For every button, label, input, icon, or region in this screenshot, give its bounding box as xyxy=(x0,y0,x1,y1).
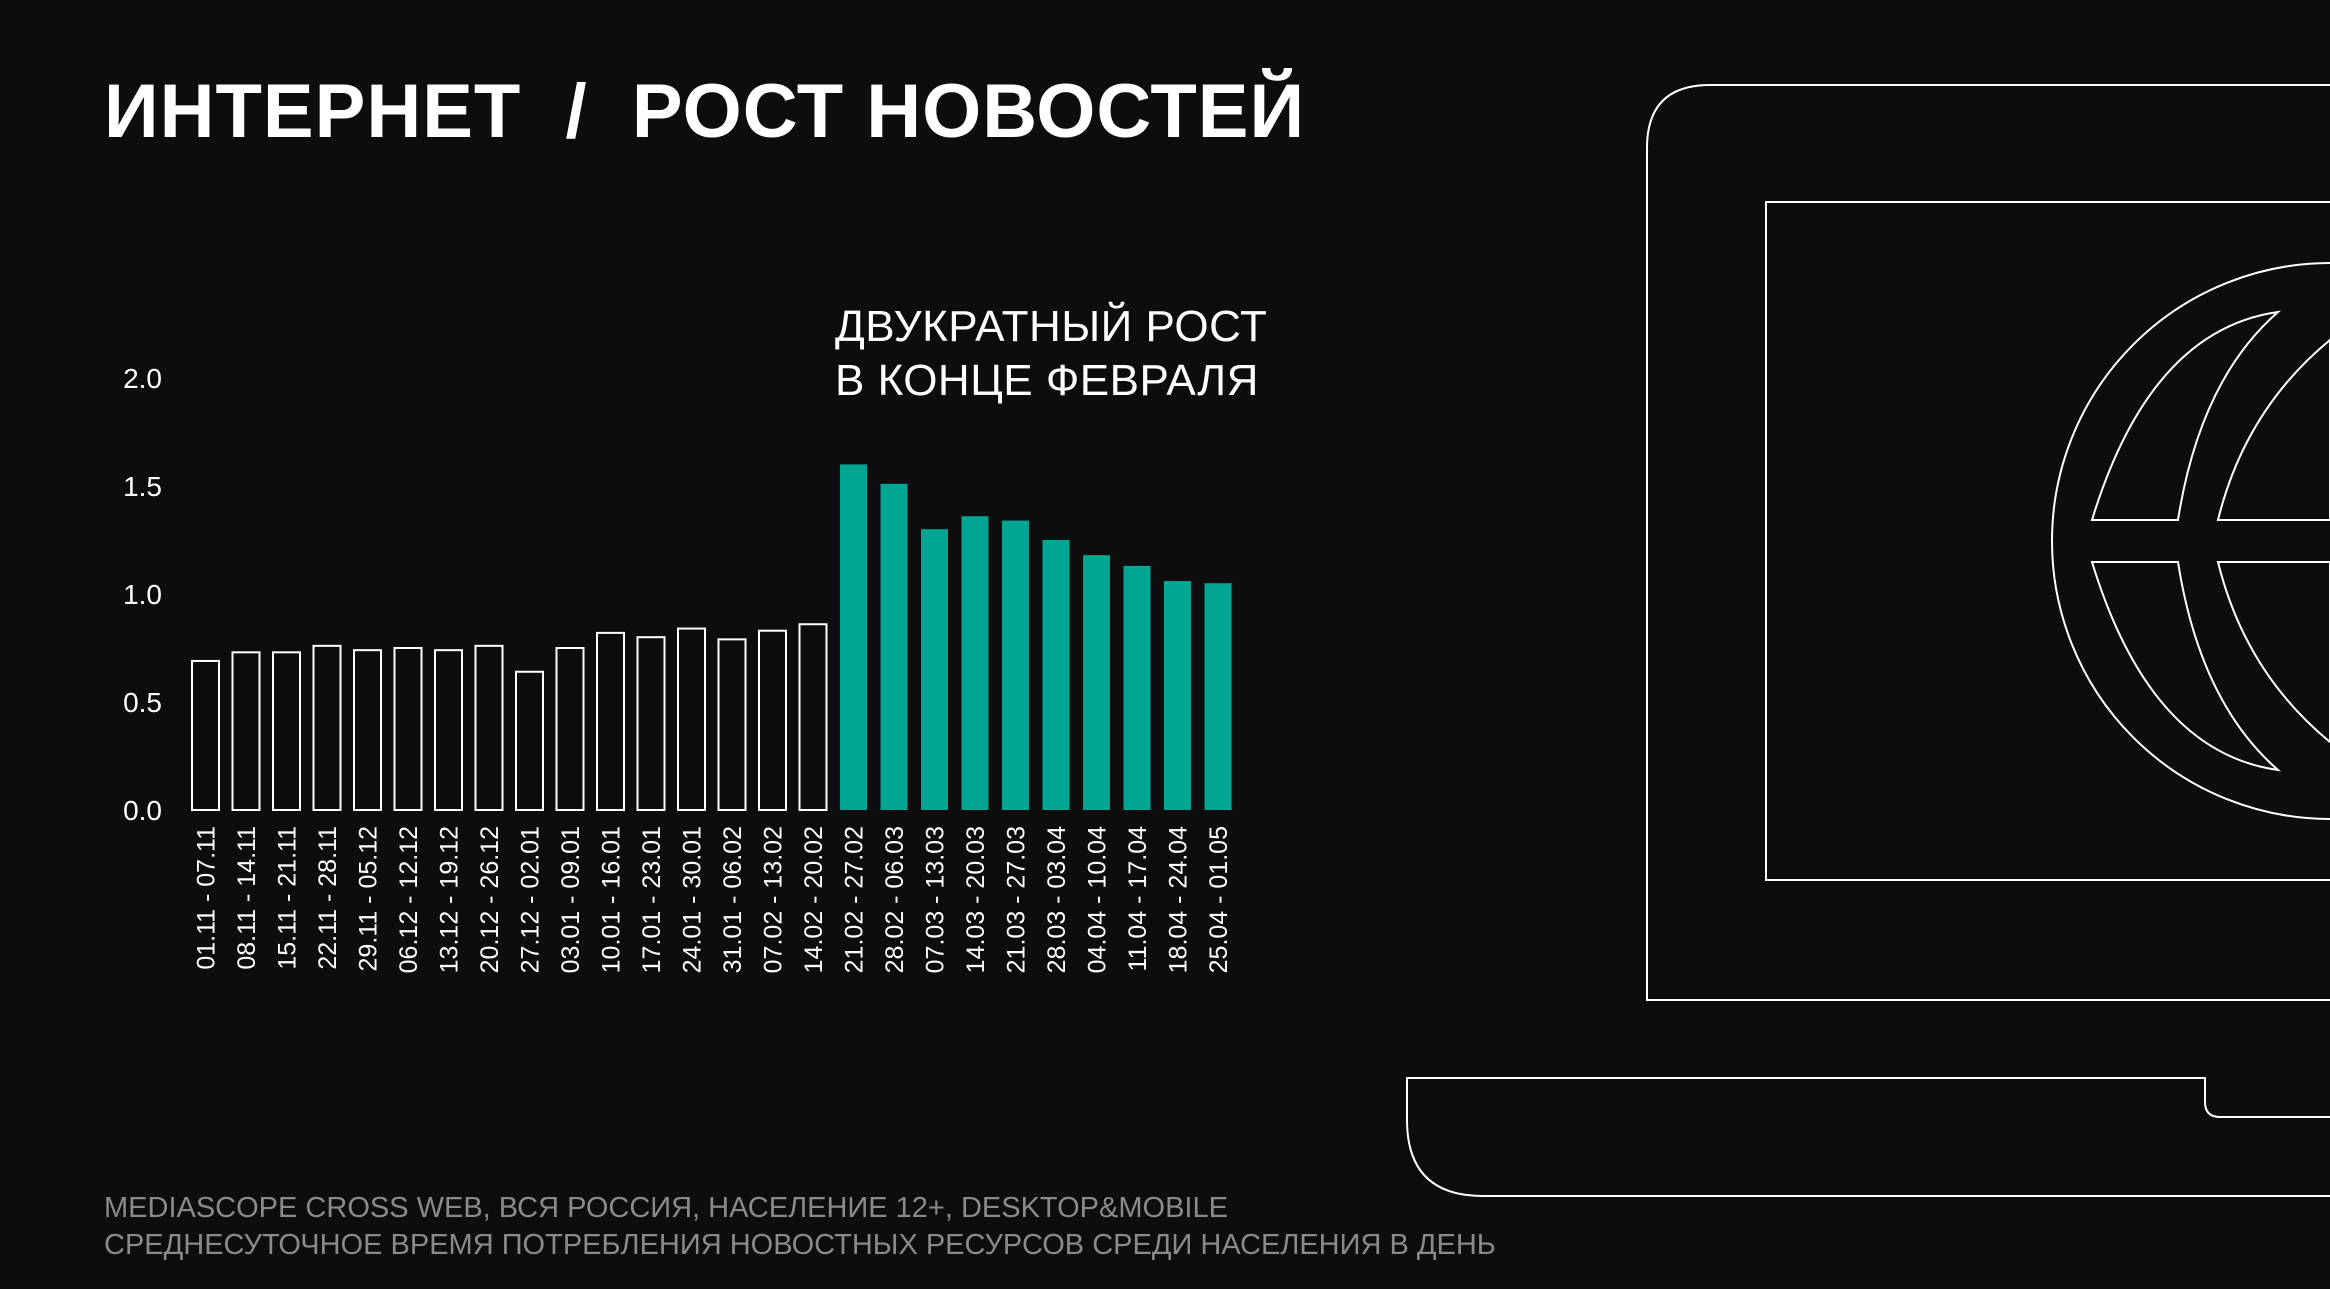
page-title: ИНТЕРНЕТ / РОСТ НОВОСТЕЙ xyxy=(104,69,1306,154)
y-tick-label: 1.0 xyxy=(123,579,162,610)
x-tick-label: 04.04 - 10.04 xyxy=(1084,826,1112,973)
bar xyxy=(434,649,463,811)
x-tick-label: 11.04 - 17.04 xyxy=(1124,826,1152,972)
x-tick-label: 21.02 - 27.02 xyxy=(841,826,869,973)
x-tick-label: 25.04 - 01.05 xyxy=(1205,826,1233,973)
source-line-2: СРЕДНЕСУТОЧНОЕ ВРЕМЯ ПОТРЕБЛЕНИЯ НОВОСТН… xyxy=(104,1229,1496,1261)
bar xyxy=(717,638,747,811)
y-tick-label: 2.0 xyxy=(123,363,162,394)
x-tick-label: 15.11 - 21.11 xyxy=(274,826,302,970)
x-tick-label: 21.03 - 27.03 xyxy=(1003,826,1031,973)
x-tick-label: 31.01 - 06.02 xyxy=(719,826,747,973)
bar xyxy=(272,651,301,811)
x-tick-label: 28.02 - 06.03 xyxy=(881,826,909,973)
bar xyxy=(840,464,867,810)
bar xyxy=(231,651,261,811)
bar xyxy=(758,629,787,811)
bar xyxy=(798,623,828,811)
x-tick-label: 17.01 - 23.01 xyxy=(638,826,666,973)
y-tick-label: 1.5 xyxy=(123,471,162,502)
bar xyxy=(474,644,504,812)
x-tick-label: 28.03 - 03.04 xyxy=(1043,826,1071,973)
bar xyxy=(677,627,706,811)
bar xyxy=(515,670,544,812)
bar xyxy=(636,636,666,812)
annotation-line-2: В КОНЦЕ ФЕВРАЛЯ xyxy=(835,356,1259,405)
bar xyxy=(596,631,625,811)
bar xyxy=(921,529,948,810)
bar xyxy=(1042,540,1070,810)
bar xyxy=(1123,565,1151,810)
y-tick-label: 0.5 xyxy=(123,687,162,718)
globe-icon xyxy=(2051,262,2330,820)
bar xyxy=(555,647,585,811)
x-tick-label: 14.02 - 20.02 xyxy=(800,826,828,973)
x-tick-label: 20.12 - 26.12 xyxy=(476,826,504,973)
bar xyxy=(1204,583,1232,810)
bar xyxy=(1083,555,1110,810)
bar xyxy=(961,516,989,810)
x-tick-label: 18.04 - 24.04 xyxy=(1165,826,1193,973)
chart-annotation: ДВУКРАТНЫЙ РОСТ В КОНЦЕ ФЕВРАЛЯ xyxy=(835,300,1267,408)
x-tick-label: 22.11 - 28.11 xyxy=(314,826,342,970)
bar xyxy=(1164,581,1191,810)
x-tick-label: 07.03 - 13.03 xyxy=(922,826,950,973)
x-tick-label: 29.11 - 05.12 xyxy=(355,826,383,971)
bar xyxy=(393,647,423,811)
x-tick-label: 24.01 - 30.01 xyxy=(679,826,707,973)
x-tick-label: 14.03 - 20.03 xyxy=(962,826,990,973)
source-note: MEDIASCOPE CROSS WEB, ВСЯ РОССИЯ, НАСЕЛЕ… xyxy=(104,1190,1496,1264)
bar xyxy=(312,644,342,812)
bar xyxy=(353,649,382,811)
x-tick-label: 10.01 - 16.01 xyxy=(598,826,626,973)
x-tick-label: 06.12 - 12.12 xyxy=(395,826,423,973)
x-tick-label: 13.12 - 19.12 xyxy=(436,826,464,973)
annotation-line-1: ДВУКРАТНЫЙ РОСТ xyxy=(835,302,1268,351)
x-tick-label: 27.12 - 02.01 xyxy=(517,826,545,973)
x-tick-label: 03.01 - 09.01 xyxy=(557,826,585,973)
x-tick-label: 01.11 - 07.11 xyxy=(193,826,221,970)
source-line-1: MEDIASCOPE CROSS WEB, ВСЯ РОССИЯ, НАСЕЛЕ… xyxy=(104,1192,1228,1224)
bar xyxy=(880,483,908,810)
y-tick-label: 0.0 xyxy=(123,795,162,826)
x-tick-label: 08.11 - 14.11 xyxy=(233,826,261,970)
x-tick-label: 07.02 - 13.02 xyxy=(760,826,788,973)
bar xyxy=(191,659,220,812)
bar xyxy=(1002,520,1029,810)
